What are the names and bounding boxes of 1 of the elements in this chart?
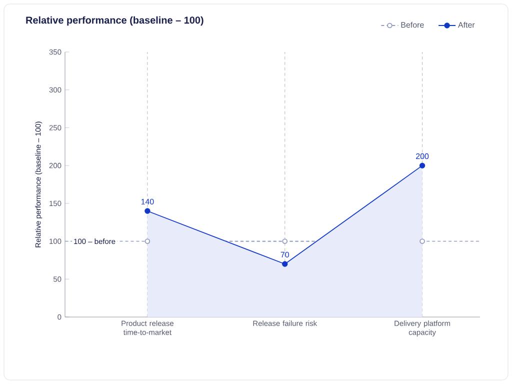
chart-title: Relative performance (baseline – 100) — [26, 16, 204, 26]
